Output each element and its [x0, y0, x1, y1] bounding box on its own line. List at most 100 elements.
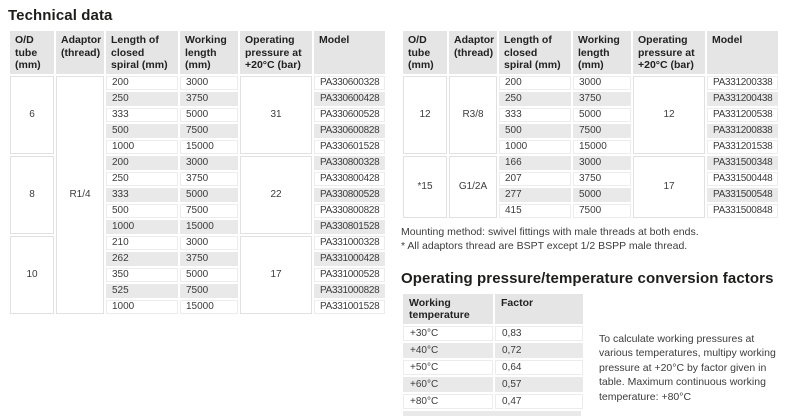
table-row: 333 5000 PA330600528 [10, 107, 385, 122]
footnotes: Mounting method: swivel fittings with ma… [401, 225, 780, 253]
working-length-cell: 5000 [573, 187, 631, 202]
table-row: 1000 15000 PA331001528 [10, 299, 385, 314]
model-cell: PA331200438 [707, 91, 778, 106]
col-header-adaptor: Adaptor (thread) [449, 31, 497, 74]
temperature-cell: +40°C [403, 342, 493, 358]
table-row: 10 210 3000 17 PA331000328 [10, 235, 385, 314]
col-header-pressure: Operating pressure at +20°C (bar) [240, 31, 312, 74]
model-cell: PA330800328 [314, 155, 385, 170]
working-length-cell: 5000 [573, 107, 631, 122]
length-cell: 277 [499, 187, 571, 202]
working-length-cell: 3000 [573, 155, 631, 170]
table-row: +30°C 0,83 [403, 325, 583, 341]
working-length-cell: 3000 [180, 75, 238, 90]
working-length-cell: 3000 [180, 235, 238, 250]
pressure-cell: 22 [240, 155, 312, 234]
working-length-cell: 3750 [573, 171, 631, 186]
length-cell: 500 [106, 203, 178, 218]
page-title: Technical data [8, 7, 113, 24]
working-length-cell: 5000 [180, 187, 238, 202]
length-cell: 1000 [106, 139, 178, 154]
right-column: O/D tube (mm) Adaptor (thread) Length of… [401, 29, 780, 416]
table-row: 6 R1/4 200 3000 31 PA330600328 [10, 75, 385, 314]
table-row: 500 7500 PA331200838 [403, 123, 778, 138]
col-header-working: Working length (mm) [573, 31, 631, 74]
od-cell: 12 [403, 75, 447, 154]
working-length-cell: 3750 [180, 171, 238, 186]
model-cell: PA330600528 [314, 107, 385, 122]
table-row: 250 3750 PA330800428 [10, 171, 385, 186]
model-cell: PA330800528 [314, 187, 385, 202]
header-row: O/D tube (mm) Adaptor (thread) Length of… [403, 31, 778, 74]
working-length-cell: 15000 [573, 139, 631, 154]
working-length-cell: 3750 [180, 91, 238, 106]
length-cell: 1000 [106, 219, 178, 234]
pressure-cell: 31 [240, 75, 312, 154]
conversion-section: Working temperature Factor +30°C 0,83 +4… [401, 292, 780, 416]
model-cell: PA331000528 [314, 267, 385, 282]
factor-cell: 0,72 [495, 342, 583, 358]
working-length-cell: 7500 [180, 203, 238, 218]
pressure-cell: 12 [633, 75, 705, 154]
model-cell: PA331000428 [314, 251, 385, 266]
col-header-model: Model [707, 31, 778, 74]
factor-cell: 0,83 [495, 325, 583, 341]
model-cell: PA331200538 [707, 107, 778, 122]
adaptor-cell: R3/8 [449, 75, 497, 154]
working-length-cell: 3000 [573, 75, 631, 90]
technical-data-table-right: O/D tube (mm) Adaptor (thread) Length of… [401, 29, 780, 220]
temperature-cell: +80°C [403, 393, 493, 409]
col-header-pressure: Operating pressure at +20°C (bar) [633, 31, 705, 74]
table-row: +80°C 0,47 [403, 393, 583, 409]
working-length-cell: 5000 [180, 107, 238, 122]
length-cell: 250 [499, 91, 571, 106]
col-header-factor: Factor [495, 293, 583, 324]
working-length-cell: 5000 [180, 267, 238, 282]
table-row: 500 7500 PA330800828 [10, 203, 385, 218]
length-cell: 500 [106, 123, 178, 138]
table-row: 207 3750 PA331500448 [403, 171, 778, 186]
length-cell: 207 [499, 171, 571, 186]
length-cell: 250 [106, 91, 178, 106]
col-header-od: O/D tube (mm) [10, 31, 54, 74]
od-cell: *15 [403, 155, 447, 218]
model-cell: PA331000828 [314, 283, 385, 298]
model-cell: PA330600828 [314, 123, 385, 138]
adaptor-cell: R1/4 [56, 75, 104, 314]
length-cell: 200 [499, 75, 571, 90]
length-cell: 262 [106, 251, 178, 266]
model-cell: PA331200838 [707, 123, 778, 138]
length-cell: 333 [106, 187, 178, 202]
length-cell: 333 [106, 107, 178, 122]
table-row: 500 7500 PA330600828 [10, 123, 385, 138]
table-row: *15 G1/2A 166 3000 17 PA331500348 [403, 155, 778, 218]
header-row: Working temperature Factor [403, 293, 583, 324]
length-cell: 210 [106, 235, 178, 250]
model-cell: PA331500548 [707, 187, 778, 202]
col-header-temperature: Working temperature [403, 293, 493, 324]
working-length-cell: 3000 [180, 155, 238, 170]
length-cell: 250 [106, 171, 178, 186]
col-header-working: Working length (mm) [180, 31, 238, 74]
col-header-length: Length of closed spiral (mm) [106, 31, 178, 74]
model-cell: PA331500848 [707, 203, 778, 218]
length-cell: 333 [499, 107, 571, 122]
od-cell: 10 [10, 235, 54, 314]
table-row: 8 200 3000 22 PA330800328 [10, 155, 385, 234]
footnote-adaptors: * All adaptors thread are BSPT except 1/… [401, 239, 688, 252]
table-row: 415 7500 PA331500848 [403, 203, 778, 218]
model-cell: PA330801528 [314, 219, 385, 234]
working-length-cell: 3750 [573, 91, 631, 106]
table-row: 1000 15000 PA330801528 [10, 219, 385, 234]
pressure-cell: 17 [633, 155, 705, 218]
model-cell: PA331500448 [707, 171, 778, 186]
working-length-cell: 7500 [180, 123, 238, 138]
working-length-cell: 7500 [180, 283, 238, 298]
temperature-cell: +60°C [403, 376, 493, 392]
model-cell: PA330601528 [314, 139, 385, 154]
adaptor-cell: G1/2A [449, 155, 497, 218]
conversion-table: Working temperature Factor +30°C 0,83 +4… [401, 292, 585, 411]
length-cell: 200 [106, 75, 178, 90]
model-cell: PA331001528 [314, 299, 385, 314]
